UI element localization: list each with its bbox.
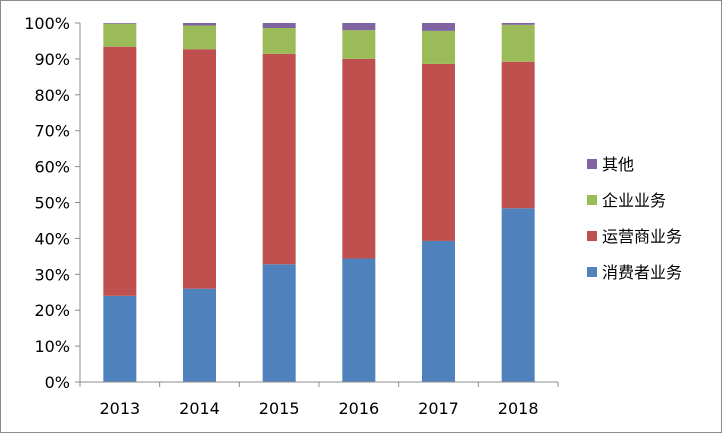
bar-segment-2014-series-2 bbox=[183, 25, 216, 50]
bar-segment-2016-series-2 bbox=[342, 30, 376, 59]
x-tick-label: 2013 bbox=[99, 399, 140, 418]
bar-segment-2018-series-3 bbox=[501, 23, 535, 25]
bar-segment-2014-series-1 bbox=[183, 49, 216, 289]
legend-label: 企业业务 bbox=[602, 191, 666, 210]
y-tick-label: 0% bbox=[45, 373, 70, 392]
bar-segment-2017-series-3 bbox=[422, 23, 455, 31]
legend-label: 其他 bbox=[602, 155, 634, 174]
legend-label: 消费者业务 bbox=[602, 263, 682, 282]
x-tick-label: 2018 bbox=[498, 399, 539, 418]
y-tick-label: 90% bbox=[34, 50, 70, 69]
bar-segment-2013-series-3 bbox=[103, 23, 137, 24]
bar-segment-2017-series-1 bbox=[422, 63, 455, 241]
x-tick-labels: 2013 2014 2015 2016 2017 2018 bbox=[99, 399, 538, 418]
x-tick-label: 2015 bbox=[259, 399, 300, 418]
legend-swatch bbox=[587, 231, 597, 241]
legend-swatch bbox=[587, 159, 597, 169]
y-tick-label: 40% bbox=[34, 229, 70, 248]
bar-segment-2013-series-2 bbox=[103, 23, 137, 47]
bar-segment-2017-series-0 bbox=[422, 240, 455, 382]
bar-segment-2018-series-2 bbox=[501, 24, 535, 62]
y-tick-labels: 0% 10% 20% 30% 40% 50% 60% 70% 80% 90% 100% bbox=[24, 14, 70, 392]
axes-layer bbox=[75, 22, 559, 387]
bar-segment-2016-series-0 bbox=[342, 258, 376, 382]
bar-segment-2015-series-1 bbox=[262, 53, 296, 265]
y-tick-label: 30% bbox=[34, 265, 70, 284]
y-tick-label: 60% bbox=[34, 158, 70, 177]
x-tick-label: 2016 bbox=[338, 399, 379, 418]
bar-segment-2016-series-1 bbox=[342, 58, 376, 259]
legend-swatch bbox=[587, 195, 597, 205]
legend-label: 运营商业务 bbox=[602, 227, 682, 246]
y-tick-label: 20% bbox=[34, 301, 70, 320]
bar-segment-2017-series-2 bbox=[422, 30, 455, 64]
bar-segment-2016-series-3 bbox=[342, 23, 376, 31]
bar-segment-2014-series-3 bbox=[183, 23, 216, 26]
bar-segment-2015-series-0 bbox=[262, 264, 296, 382]
bar-segment-2018-series-0 bbox=[501, 208, 535, 382]
y-tick-label: 10% bbox=[34, 337, 70, 356]
bar-segment-2015-series-3 bbox=[262, 23, 296, 29]
bar-segment-2018-series-1 bbox=[501, 61, 535, 209]
bar-segment-2014-series-0 bbox=[183, 288, 216, 382]
x-tick-label: 2014 bbox=[179, 399, 220, 418]
bars-layer bbox=[103, 23, 535, 382]
y-tick-label: 70% bbox=[34, 122, 70, 141]
legend-swatch bbox=[587, 267, 597, 277]
y-tick-label: 80% bbox=[34, 86, 70, 105]
bar-segment-2013-series-0 bbox=[103, 295, 137, 382]
bar-segment-2013-series-1 bbox=[103, 46, 137, 296]
y-tick-label: 100% bbox=[24, 14, 70, 33]
x-tick-label: 2017 bbox=[418, 399, 459, 418]
bar-segment-2015-series-2 bbox=[262, 28, 296, 54]
y-tick-label: 50% bbox=[34, 194, 70, 213]
